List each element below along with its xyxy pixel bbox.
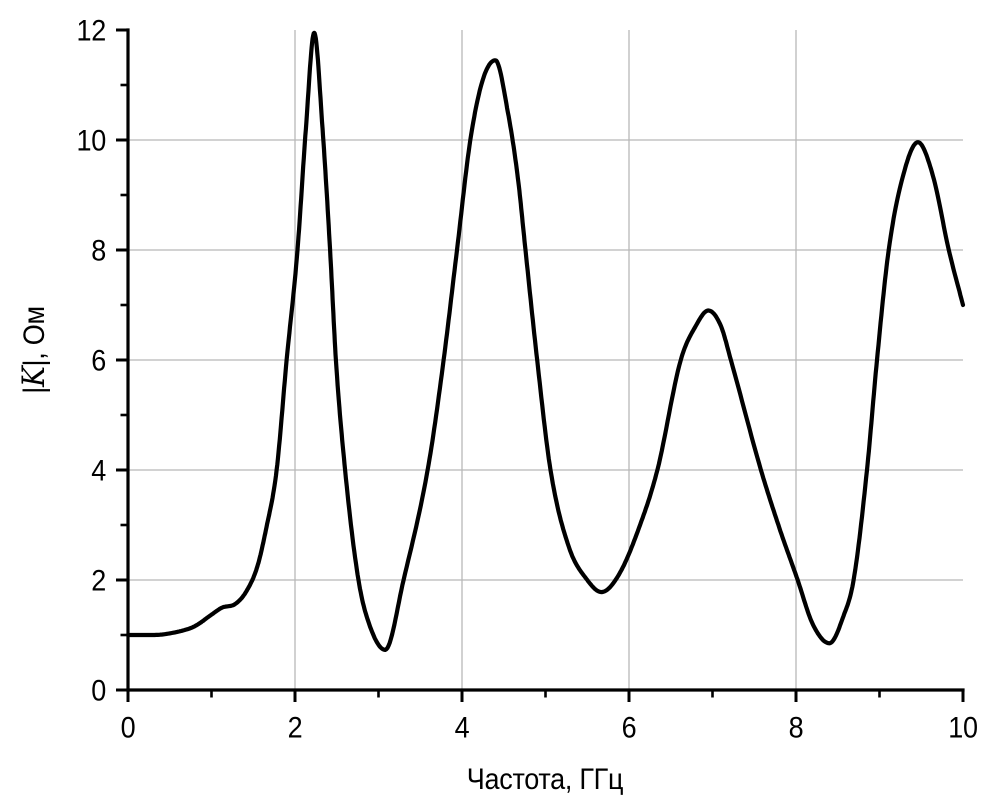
x-tick-label: 6 (622, 711, 637, 745)
x-tick-label: 10 (948, 711, 977, 745)
x-tick-label-group: 4 (455, 711, 470, 745)
x-tick-label: 8 (789, 711, 804, 745)
x-tick-label-group: 10 (948, 711, 978, 745)
y-tick-label-group: 4 (91, 454, 106, 488)
y-tick-label: 12 (77, 14, 106, 48)
series-line (125, 30, 966, 652)
y-tick-labels: 0 2 4 6 8 10 12 (77, 14, 107, 708)
y-tick-label: 10 (77, 124, 106, 158)
x-ticks (126, 690, 965, 702)
y-axis-title-text: |, Ом (18, 306, 52, 366)
y-axis-title-text: | (18, 387, 52, 394)
y-tick-label: 0 (91, 674, 106, 708)
x-tick-label: 2 (288, 711, 303, 745)
y-tick-label: 6 (91, 344, 106, 378)
x-tick-label-group: 0 (121, 711, 136, 745)
y-tick-label: 2 (91, 564, 106, 598)
y-tick-label-group: 8 (91, 234, 106, 268)
grid-lines (128, 30, 963, 690)
x-tick-label: 0 (121, 711, 136, 745)
x-tick-label: 4 (455, 711, 470, 745)
y-tick-label: 4 (91, 454, 106, 488)
y-tick-label: 8 (91, 234, 106, 268)
y-tick-label-group: 12 (77, 14, 107, 48)
x-tick-label-group: 2 (288, 711, 303, 745)
y-tick-label-group: 10 (77, 124, 107, 158)
x-tick-label-group: 6 (622, 711, 637, 745)
y-tick-label-group: 6 (91, 344, 106, 378)
x-axis-title: Частота, ГГц (467, 763, 623, 797)
x-tick-labels: 0 2 4 6 8 10 (121, 711, 978, 745)
y-tick-label-group: 2 (91, 564, 106, 598)
y-axis-title: |K|, Ом (16, 306, 52, 394)
y-ticks (116, 28, 128, 692)
x-tick-label-group: 8 (789, 711, 804, 745)
y-tick-label-group: 0 (91, 674, 106, 708)
y-axis-title-symbol: K (16, 364, 52, 388)
